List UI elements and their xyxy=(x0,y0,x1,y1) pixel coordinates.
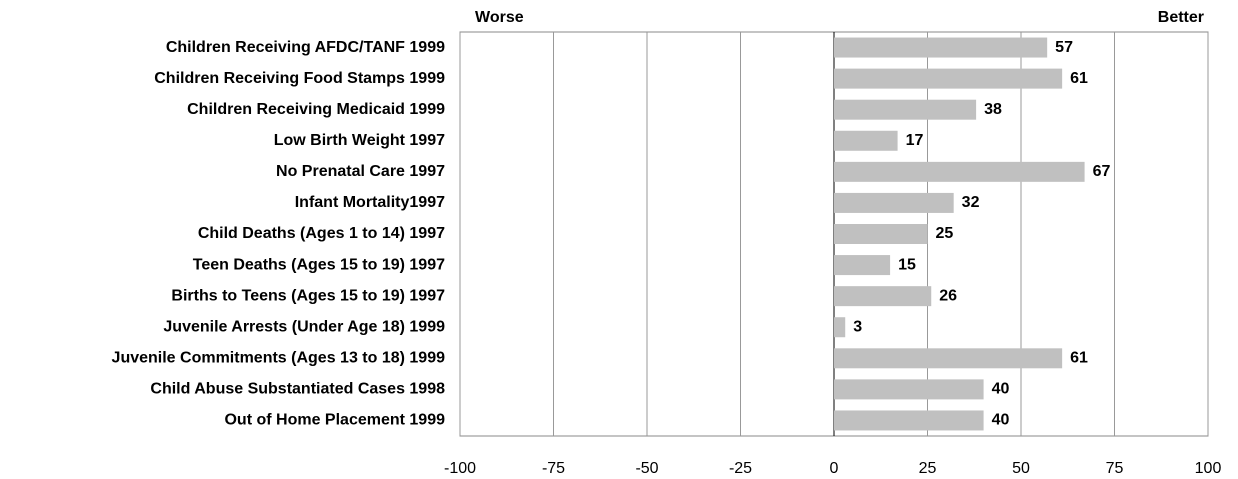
y-tick-label: Children Receiving Food Stamps 1999 xyxy=(154,70,445,87)
bar xyxy=(834,317,846,338)
data-label: 40 xyxy=(992,412,1010,429)
bar xyxy=(834,161,1085,182)
x-tick-label: -100 xyxy=(444,460,476,477)
data-label: 15 xyxy=(898,256,916,273)
bar xyxy=(834,68,1063,89)
bar xyxy=(834,37,1048,58)
data-label: 3 xyxy=(853,318,862,335)
y-tick-label: Out of Home Placement 1999 xyxy=(224,412,445,429)
bar xyxy=(834,224,928,244)
bar xyxy=(834,286,932,307)
data-label: 61 xyxy=(1070,350,1088,367)
bar xyxy=(834,255,891,276)
y-tick-label: Child Abuse Substantiated Cases 1998 xyxy=(150,381,445,398)
data-label: 57 xyxy=(1055,39,1073,56)
y-tick-label: Child Deaths (Ages 1 to 14) 1997 xyxy=(198,225,445,242)
bar xyxy=(834,130,898,151)
x-tick-label: -25 xyxy=(729,460,752,477)
x-tick-label: -75 xyxy=(542,460,565,477)
data-label: 61 xyxy=(1070,70,1088,87)
x-tick-label: 100 xyxy=(1195,460,1222,477)
data-label: 67 xyxy=(1093,163,1111,180)
bar xyxy=(834,348,1063,369)
bar xyxy=(834,410,984,431)
data-label: 25 xyxy=(936,225,954,242)
data-label: 17 xyxy=(906,132,924,149)
y-tick-label: No Prenatal Care 1997 xyxy=(276,163,445,180)
x-tick-label: -50 xyxy=(635,460,658,477)
bar xyxy=(834,99,977,120)
x-tick-label: 0 xyxy=(830,460,839,477)
data-label: 32 xyxy=(962,194,980,211)
y-tick-label: Children Receiving Medicaid 1999 xyxy=(187,101,445,118)
x-tick-label: 25 xyxy=(919,460,937,477)
y-tick-label: Infant Mortality1997 xyxy=(295,194,445,211)
x-tick-label: 75 xyxy=(1106,460,1124,477)
data-label: 38 xyxy=(984,101,1002,118)
y-tick-label: Low Birth Weight 1997 xyxy=(274,132,445,149)
y-tick-label: Teen Deaths (Ages 15 to 19) 1997 xyxy=(193,256,445,273)
y-tick-label: Juvenile Arrests (Under Age 18) 1999 xyxy=(163,318,445,335)
data-label: 40 xyxy=(992,381,1010,398)
y-tick-label: Births to Teens (Ages 15 to 19) 1997 xyxy=(171,287,445,304)
bar xyxy=(834,192,954,213)
x-tick-label: 50 xyxy=(1012,460,1030,477)
bar xyxy=(834,379,984,400)
data-label: 26 xyxy=(939,287,957,304)
annotation: Better xyxy=(1158,9,1204,26)
annotation: Worse xyxy=(475,9,524,26)
y-tick-label: Children Receiving AFDC/TANF 1999 xyxy=(166,39,445,56)
y-tick-label: Juvenile Commitments (Ages 13 to 18) 199… xyxy=(112,350,446,367)
